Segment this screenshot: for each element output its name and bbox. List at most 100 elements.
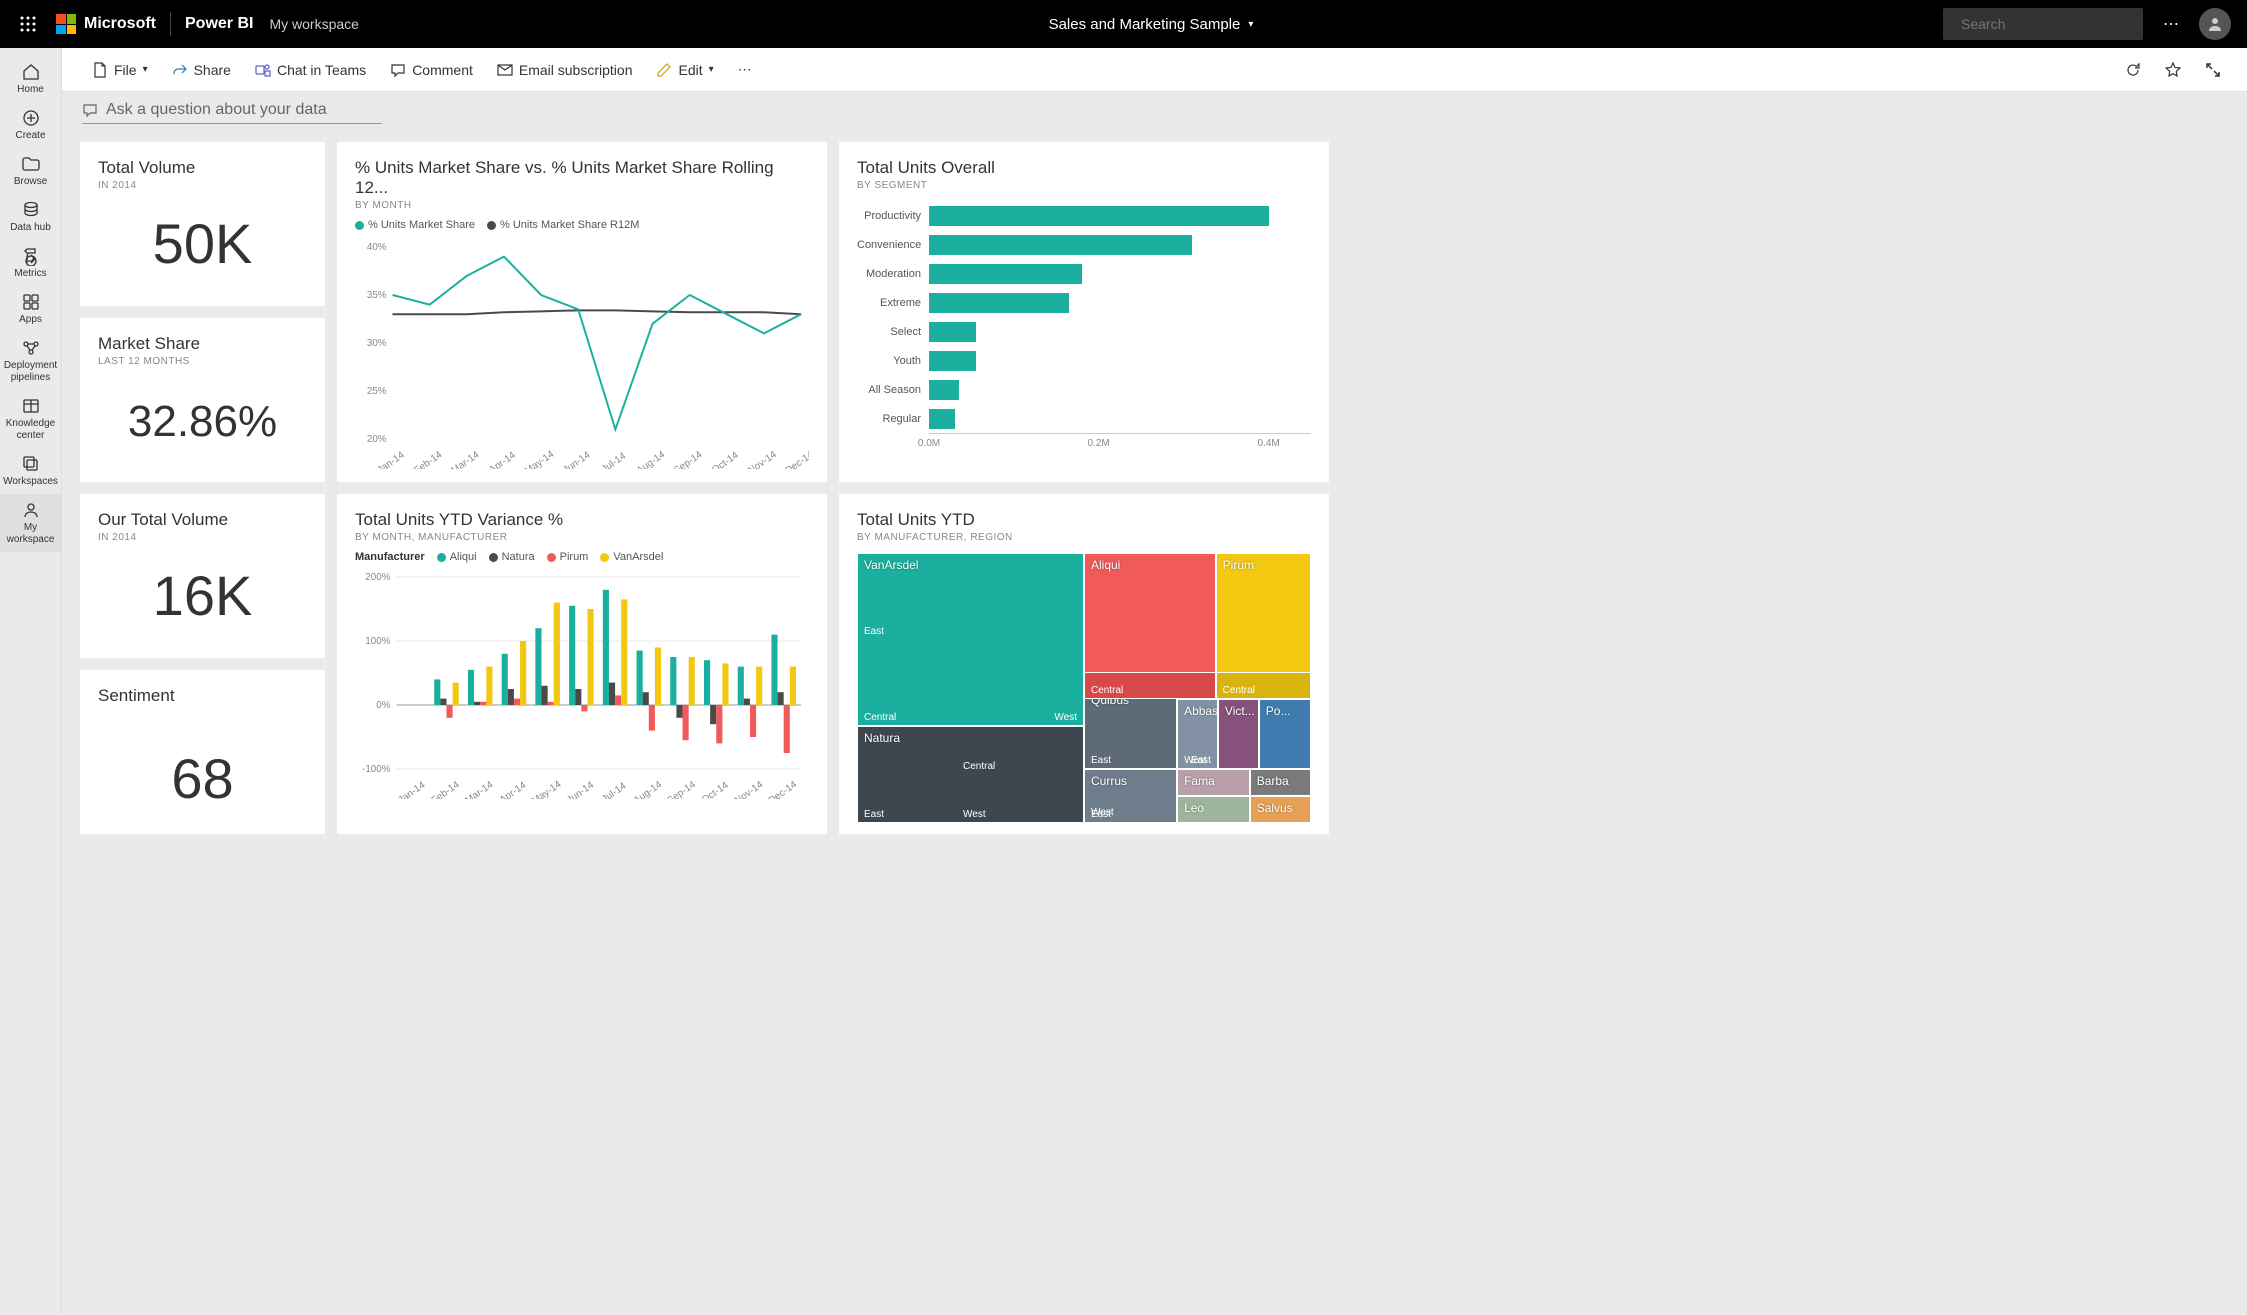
tile-our-volume[interactable]: Our Total Volume IN 2014 16K (80, 494, 325, 658)
fullscreen-button[interactable] (2197, 54, 2229, 86)
nav-apps[interactable]: Apps (0, 286, 61, 332)
share-button[interactable]: Share (160, 48, 243, 91)
treemap-cell[interactable]: Salvus (1250, 796, 1311, 823)
chat-teams-button[interactable]: Chat in Teams (243, 48, 378, 91)
svg-text:Nov-14: Nov-14 (746, 449, 779, 469)
tile-total-volume[interactable]: Total Volume IN 2014 50K (80, 142, 325, 306)
legend-item[interactable]: Pirum (547, 551, 589, 563)
treemap-cell[interactable]: PirumEastWestCentral (1216, 553, 1311, 688)
nav-browse[interactable]: Browse (0, 148, 61, 194)
treemap-cell[interactable]: QuibusEast (1084, 688, 1177, 769)
hbar-row[interactable]: Productivity (857, 201, 1311, 230)
nav-metrics[interactable]: Metrics (0, 240, 61, 286)
nav-learn[interactable]: Knowledge center (0, 390, 61, 448)
svg-text:Jul-14: Jul-14 (600, 450, 629, 469)
file-menu[interactable]: File ▾ (80, 48, 160, 91)
nav-workspaces[interactable]: Workspaces (0, 448, 61, 494)
hbar-row[interactable]: Regular (857, 404, 1311, 433)
hbar-row[interactable]: Moderation (857, 259, 1311, 288)
svg-text:Mar-14: Mar-14 (449, 449, 481, 469)
tile-cluster-chart[interactable]: Total Units YTD Variance % BY MONTH, MAN… (337, 494, 827, 834)
comment-button[interactable]: Comment (378, 48, 485, 91)
favorite-button[interactable] (2157, 54, 2189, 86)
legend-item[interactable]: Aliqui (437, 551, 477, 563)
search-box[interactable] (1943, 8, 2143, 40)
tile-sentiment[interactable]: Sentiment 68 (80, 670, 325, 834)
treemap-cell[interactable]: NaturaEastCentralWest (857, 726, 1084, 823)
treemap-sublabel: West (957, 807, 992, 822)
treemap-label: Salvus (1251, 797, 1299, 819)
edit-menu[interactable]: Edit ▾ (644, 48, 725, 91)
nav-home[interactable]: Home (0, 56, 61, 102)
treemap-cell[interactable]: AbbasWestEast (1177, 699, 1218, 769)
tile-title: Total Volume (98, 158, 307, 178)
nav-label: Workspaces (3, 476, 58, 488)
treemap-sublabel: East (1085, 753, 1117, 768)
tile-market-share[interactable]: Market Share LAST 12 MONTHS 32.86% (80, 318, 325, 482)
legend-dot (437, 553, 446, 562)
treemap-cell[interactable]: Central (1216, 672, 1311, 699)
legend-item[interactable]: VanArsdel (600, 551, 663, 563)
tile-hbar-chart[interactable]: Total Units Overall BY SEGMENT Productiv… (839, 142, 1329, 482)
treemap-label: VanArsdel (858, 554, 924, 576)
tile-subtitle: IN 2014 (98, 180, 307, 191)
svg-text:Jun-14: Jun-14 (561, 449, 592, 469)
svg-text:Dec-14: Dec-14 (784, 449, 809, 469)
treemap-cell[interactable]: Barba (1250, 769, 1311, 796)
treemap-cell[interactable]: VanArsdelEastCentralWest (857, 553, 1084, 726)
header-divider (170, 12, 171, 36)
email-subscription-button[interactable]: Email subscription (485, 48, 645, 91)
hbar-label: All Season (857, 384, 929, 396)
user-avatar[interactable] (2199, 8, 2231, 40)
legend-title: Manufacturer (355, 551, 425, 563)
legend-item[interactable]: % Units Market Share (355, 219, 475, 231)
app-name[interactable]: Power BI (185, 15, 253, 33)
treemap-cell[interactable]: Central (1084, 672, 1216, 699)
legend-dot (547, 553, 556, 562)
hbar-row[interactable]: Select (857, 317, 1311, 346)
treemap-cell[interactable]: Leo (1177, 796, 1250, 823)
nav-datahub[interactable]: Data hub (0, 194, 61, 240)
treemap-cell[interactable]: Po... (1259, 699, 1311, 769)
treemap-cell[interactable]: Fama (1177, 769, 1250, 796)
hbar-row[interactable]: Convenience (857, 230, 1311, 259)
treemap-sublabel: West (1048, 710, 1083, 725)
qa-input[interactable]: Ask a question about your data (82, 101, 382, 124)
share-icon (172, 62, 188, 78)
nav-pipelines[interactable]: Deployment pipelines (0, 332, 61, 390)
toolbar-more[interactable]: ⋯ (726, 48, 764, 91)
tile-title: Total Units Overall (857, 158, 1311, 178)
workspace-name[interactable]: My workspace (269, 16, 358, 32)
tile-subtitle: BY MONTH, MANUFACTURER (355, 532, 809, 543)
metrics-icon (21, 246, 41, 266)
microsoft-logo-icon (56, 14, 76, 34)
myworkspace-icon (21, 500, 41, 520)
hbar-row[interactable]: All Season (857, 375, 1311, 404)
file-icon (92, 62, 108, 78)
hbar-row[interactable]: Youth (857, 346, 1311, 375)
legend-item[interactable]: % Units Market Share R12M (487, 219, 639, 231)
hbar-row[interactable]: Extreme (857, 288, 1311, 317)
tile-treemap[interactable]: Total Units YTD BY MANUFACTURER, REGION … (839, 494, 1329, 834)
treemap-sublabel: Central (1085, 683, 1129, 698)
svg-text:Oct-14: Oct-14 (700, 780, 731, 799)
treemap-cell[interactable]: Vict... (1218, 699, 1259, 769)
nav-myworkspace[interactable]: My workspace (0, 494, 61, 552)
teams-icon (255, 62, 271, 78)
legend-label: % Units Market Share (368, 219, 475, 231)
treemap-cell[interactable]: AliquiEastWestCentral (1084, 553, 1216, 688)
treemap-label: Leo (1178, 797, 1210, 819)
tile-line-chart[interactable]: % Units Market Share vs. % Units Market … (337, 142, 827, 482)
treemap-cell[interactable]: CurrusEastWest (1084, 769, 1177, 823)
more-options-icon[interactable]: ⋯ (2155, 8, 2187, 40)
treemap-sublabel: Central (957, 759, 1001, 774)
legend-item[interactable]: Natura (489, 551, 535, 563)
nav-create[interactable]: Create (0, 102, 61, 148)
refresh-button[interactable] (2117, 54, 2149, 86)
kpi-value: 32.86% (98, 397, 307, 447)
workspaces-icon (21, 454, 41, 474)
app-launcher-icon[interactable] (8, 0, 48, 48)
home-icon (21, 62, 41, 82)
search-input[interactable] (1961, 16, 2142, 32)
dashboard-title-dropdown[interactable]: Sales and Marketing Sample ▾ (1049, 16, 1254, 33)
